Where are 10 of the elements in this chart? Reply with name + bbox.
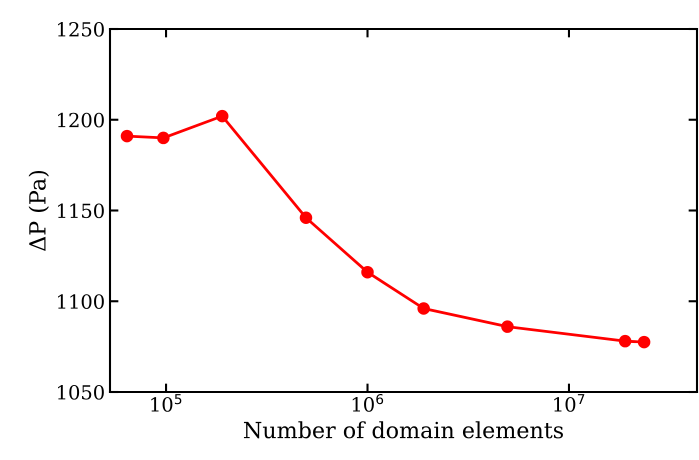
y-axis-title: ΔP (Pa): [28, 170, 49, 251]
y-tick-label: 1150: [58, 203, 104, 218]
x-axis-title: Number of domain elements: [244, 421, 563, 438]
x-tick-label: 10$^{6}$: [352, 394, 384, 412]
x-tick-label: 10$^{7}$: [554, 394, 584, 412]
y-tick-label: 1100: [58, 294, 104, 309]
x-tick-label: 10$^{5}$: [151, 394, 182, 412]
y-tick-label: 1250: [58, 22, 104, 37]
y-tick-label: 1200: [58, 112, 104, 128]
y-tick-label: 1050: [58, 384, 104, 400]
